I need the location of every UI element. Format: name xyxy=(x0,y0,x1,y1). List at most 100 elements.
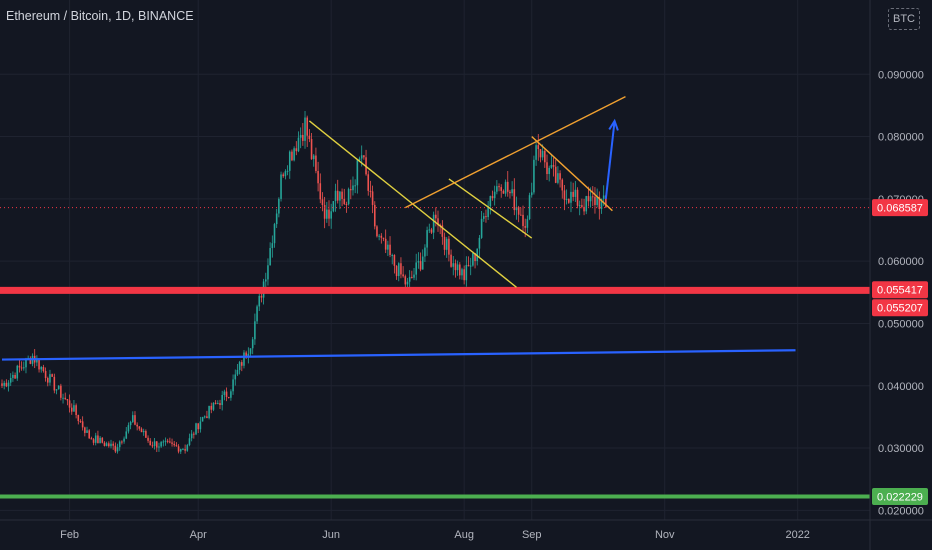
candle-body xyxy=(367,174,370,191)
candle-body xyxy=(121,441,123,443)
candle-body xyxy=(600,198,603,210)
candle-body xyxy=(578,205,581,207)
candle-body xyxy=(517,207,520,215)
candle-body xyxy=(245,352,247,357)
currency-button[interactable]: BTC xyxy=(888,8,920,30)
candle-body xyxy=(589,196,592,202)
candle-body xyxy=(424,247,426,257)
candle-body xyxy=(506,181,509,192)
candle-body xyxy=(29,357,32,364)
candle-body xyxy=(81,421,84,428)
candle-body xyxy=(217,403,219,405)
candle-body xyxy=(88,430,90,439)
price-label-box xyxy=(872,299,928,317)
candle-body xyxy=(500,187,503,191)
candle-body xyxy=(46,378,49,383)
candle-body xyxy=(138,426,141,429)
candle-body xyxy=(99,437,101,444)
candle-body xyxy=(400,263,402,275)
candle-body xyxy=(498,186,500,188)
candle-body xyxy=(469,265,472,267)
candle-body xyxy=(496,186,498,192)
trendline xyxy=(531,136,613,212)
candle-body xyxy=(541,150,544,158)
candle-body xyxy=(254,321,256,340)
candle-body xyxy=(463,269,465,281)
candle-body xyxy=(42,367,45,371)
candle-body xyxy=(179,449,182,452)
candle-body xyxy=(227,396,230,398)
candle-body xyxy=(552,165,555,167)
candle-body xyxy=(539,149,542,158)
candle-body xyxy=(149,440,152,446)
candle-body xyxy=(376,226,378,237)
candle-body xyxy=(489,196,492,207)
candle-body xyxy=(554,166,557,183)
price-label-box xyxy=(872,281,928,299)
candle-body xyxy=(114,445,117,452)
candle-body xyxy=(214,402,217,404)
candle-body xyxy=(297,137,300,152)
price-label-text: 0.068587 xyxy=(877,203,923,215)
candle-body xyxy=(160,442,162,447)
candle-body xyxy=(432,214,435,233)
candle-body xyxy=(581,205,583,207)
candle-body xyxy=(140,428,143,433)
candle-body xyxy=(147,437,149,441)
candle-body xyxy=(356,160,359,186)
candle-body xyxy=(264,279,267,282)
candle-body xyxy=(184,449,186,451)
candle-body xyxy=(40,367,43,370)
candle-body xyxy=(90,438,93,440)
candle-body xyxy=(116,447,119,452)
candle-body xyxy=(413,274,415,278)
candle-body xyxy=(75,405,77,416)
candle-body xyxy=(363,155,365,158)
candle-body xyxy=(203,416,206,418)
candle-body xyxy=(155,441,158,448)
candle-body xyxy=(132,415,134,422)
candle-body xyxy=(441,225,444,237)
candle-body xyxy=(504,181,507,194)
candle-body xyxy=(197,423,199,430)
candle-body xyxy=(79,421,82,423)
candle-body xyxy=(77,415,80,422)
candle-body xyxy=(55,389,58,391)
candle-body xyxy=(493,191,496,199)
candle-body xyxy=(92,439,95,443)
y-tick-label: 0.090000 xyxy=(878,69,924,81)
candle-body xyxy=(415,262,417,275)
candle-body xyxy=(64,397,67,400)
candle-body xyxy=(576,189,579,206)
candle-body xyxy=(299,134,302,138)
candle-body xyxy=(561,179,564,191)
candle-body xyxy=(68,400,71,408)
candle-body xyxy=(166,440,169,442)
candle-body xyxy=(36,359,38,363)
candle-body xyxy=(360,155,363,159)
candle-body xyxy=(304,117,306,141)
candle-body xyxy=(278,198,280,214)
candle-body xyxy=(428,229,431,231)
candle-body xyxy=(273,224,276,244)
candle-body xyxy=(103,442,106,446)
candle-body xyxy=(430,229,433,233)
price-label-text: 0.055417 xyxy=(877,285,923,297)
candle-body xyxy=(585,196,588,212)
candle-body xyxy=(465,264,468,281)
candle-body xyxy=(524,226,526,228)
candle-body xyxy=(308,135,311,140)
candle-body xyxy=(282,174,285,177)
candle-body xyxy=(559,173,561,180)
candle-body xyxy=(391,254,394,256)
candle-body xyxy=(101,437,104,443)
candle-body xyxy=(123,438,125,442)
grid xyxy=(0,0,870,520)
candle-body xyxy=(511,189,513,194)
candle-body xyxy=(476,248,479,262)
candle-body xyxy=(302,134,304,141)
candle-body xyxy=(491,196,494,199)
